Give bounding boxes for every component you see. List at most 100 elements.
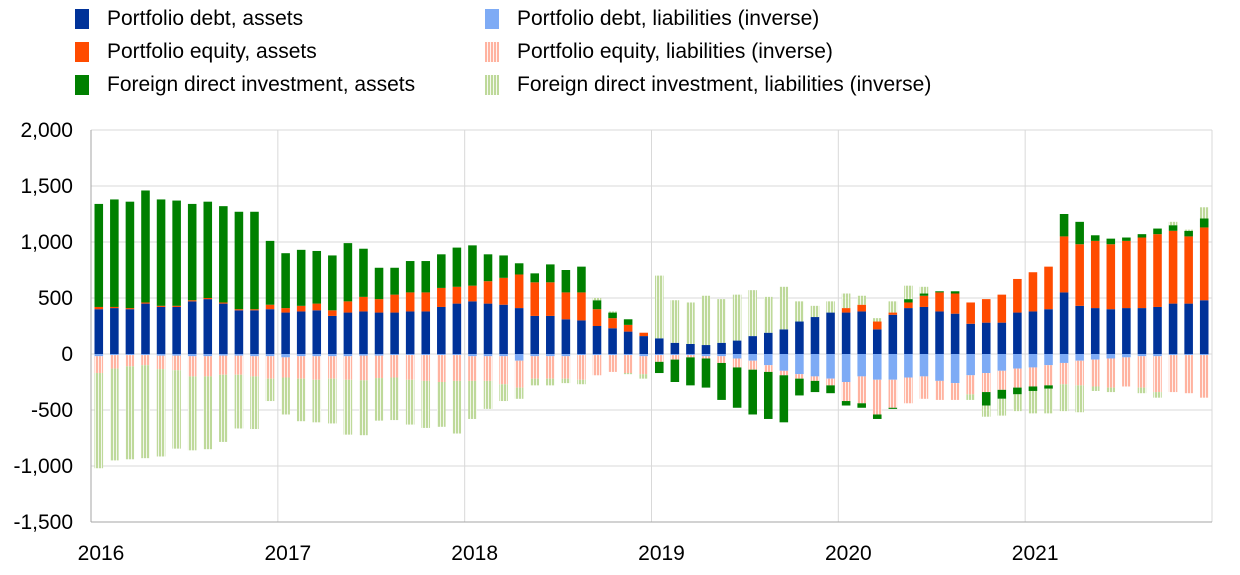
bar-segment	[981, 392, 991, 406]
bar-segment	[1075, 221, 1084, 245]
bar-segment	[437, 254, 446, 288]
bar-segment	[670, 355, 680, 360]
bar-segment	[981, 299, 991, 323]
bar-segment	[1059, 292, 1069, 354]
bar-segment	[1075, 360, 1084, 386]
bar-segment	[1090, 235, 1100, 241]
bar-segment	[343, 356, 353, 380]
bar-segment	[343, 312, 353, 354]
bar-segment	[919, 354, 929, 377]
bar-segment	[1044, 354, 1053, 366]
bar-segment	[359, 296, 368, 312]
bar-segment	[1184, 236, 1193, 304]
bar-segment	[686, 357, 695, 386]
bar-segment	[592, 298, 602, 301]
bar-segment	[935, 311, 944, 354]
bar-segment	[359, 380, 368, 436]
bar-segment	[125, 201, 135, 309]
bar-segment	[265, 309, 275, 354]
bar-segment	[141, 303, 150, 354]
bar-segment	[950, 313, 960, 354]
bar-segment	[592, 326, 602, 354]
bar-segment	[826, 385, 835, 394]
bar-segment	[810, 380, 820, 393]
bar-segment	[265, 304, 275, 310]
bar-segment	[219, 354, 228, 356]
bar-segment	[1028, 272, 1038, 312]
bar-segment	[141, 355, 150, 366]
bar-segment	[172, 200, 181, 306]
bar-segment	[296, 354, 306, 357]
bar-segment	[483, 354, 493, 357]
bar-segment	[919, 295, 929, 307]
bar-segment	[141, 302, 150, 304]
bar-segment	[514, 360, 524, 388]
bar-segment	[405, 311, 415, 354]
bar-segment	[546, 264, 555, 283]
bar-segment	[779, 370, 789, 376]
bar-segment	[888, 379, 898, 408]
bar-segment	[561, 378, 571, 384]
bar-segment	[374, 267, 384, 300]
bar-segment	[546, 354, 555, 357]
bar-segment	[701, 295, 711, 346]
bar-segment	[1075, 305, 1084, 354]
legend-swatch	[75, 75, 89, 95]
y-tick-label: 0	[61, 343, 73, 366]
bar-segment	[997, 398, 1007, 416]
bar-segment	[810, 305, 820, 318]
bar-segment	[608, 312, 617, 319]
bar-segment	[530, 356, 540, 379]
legend-item: Portfolio debt, assets	[75, 4, 303, 34]
bar-segment	[826, 312, 835, 354]
bar-segment	[1168, 355, 1178, 393]
bar-segment	[623, 354, 633, 356]
bar-segment	[795, 301, 804, 322]
bar-segment	[1059, 354, 1069, 363]
bar-segment	[219, 303, 228, 354]
bar-segment	[203, 201, 213, 298]
bar-segment	[452, 247, 462, 287]
bar-segment	[997, 322, 1007, 354]
bar-segment	[577, 320, 586, 354]
bar-segment	[1106, 309, 1116, 354]
bar-segment	[639, 332, 648, 337]
legend-label: Portfolio debt, assets	[107, 7, 304, 30]
bar-segment	[250, 354, 259, 357]
bar-segment	[857, 376, 866, 404]
bar-segment	[966, 394, 975, 400]
bar-segment	[390, 354, 399, 356]
x-tick-label: 2016	[78, 542, 125, 565]
bar-segment	[1153, 354, 1162, 357]
bar-segment	[437, 355, 446, 382]
bar-segment	[468, 285, 477, 302]
bar-segment	[763, 354, 773, 366]
bar-segment	[530, 378, 540, 386]
bar-segment	[281, 308, 290, 313]
bar-segment	[172, 370, 181, 449]
bar-segment	[1106, 354, 1116, 359]
bar-segment	[110, 355, 119, 369]
bar-segment	[686, 302, 695, 344]
bar-segment	[919, 293, 929, 296]
bar-segment	[966, 323, 975, 354]
bar-segment	[577, 379, 586, 385]
legend-label: Portfolio debt, liabilities (inverse)	[517, 7, 820, 30]
bar-segment	[935, 354, 944, 381]
bar-segment	[421, 311, 431, 354]
bar-segment	[265, 356, 275, 379]
bar-segment	[437, 354, 446, 356]
bar-segment	[1168, 230, 1178, 304]
bar-segment	[1090, 386, 1100, 391]
bar-segment	[779, 286, 789, 330]
bar-segment	[390, 377, 399, 421]
bar-segment	[374, 312, 384, 354]
bar-segment	[904, 354, 913, 378]
bar-segment	[732, 340, 742, 354]
bar-segment	[110, 199, 119, 307]
bar-segment	[935, 291, 944, 293]
bar-segment	[203, 356, 213, 377]
bar-segment	[592, 309, 602, 326]
bar-segment	[234, 374, 244, 429]
